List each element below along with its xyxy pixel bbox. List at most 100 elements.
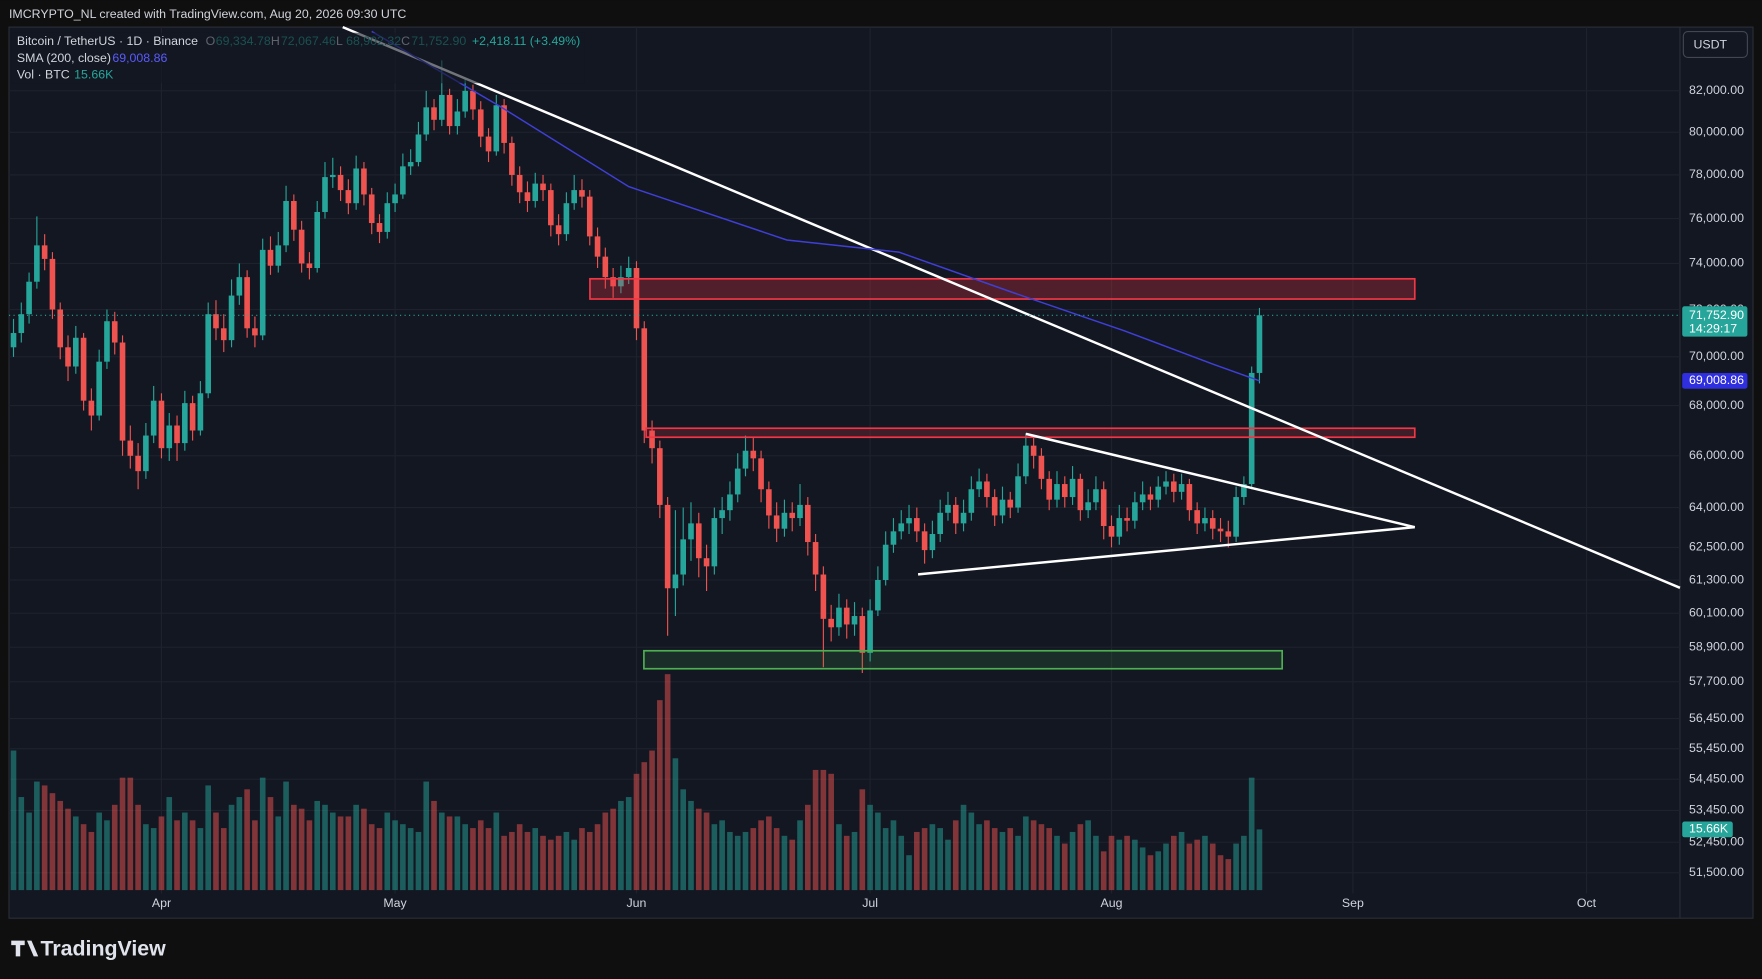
volume-bar: [633, 773, 640, 891]
candle-body: [968, 489, 975, 513]
volume-bar: [1038, 824, 1045, 891]
y-tick-label: 64,000.00: [1689, 500, 1744, 514]
volume-bar: [1248, 777, 1255, 891]
volume-bar: [384, 812, 391, 891]
volume-bar: [205, 785, 211, 891]
volume-bar: [415, 831, 422, 891]
last-price-label: 71,752.90: [1689, 308, 1744, 322]
volume-badge-label: 15.66K: [1689, 822, 1729, 836]
volume-bar: [493, 812, 500, 891]
volume-bar: [571, 839, 577, 891]
currency-button[interactable]: [1682, 31, 1748, 58]
candle-body: [1054, 484, 1060, 500]
change-label: +2,418.11 (+3.49%): [472, 34, 580, 48]
volume-bar: [189, 820, 196, 891]
candle-body: [26, 281, 32, 315]
candle-body: [672, 574, 679, 589]
volume-bar: [65, 808, 71, 891]
volume-bar: [26, 812, 32, 891]
candle-body: [384, 203, 391, 232]
volume-bar: [220, 828, 227, 891]
volume-bar: [1046, 828, 1053, 891]
sma-value: 69,008.86: [112, 51, 167, 65]
currency-label[interactable]: USDT: [1693, 37, 1727, 51]
volume-bar: [252, 820, 258, 891]
candle-body: [1015, 476, 1021, 508]
candle-body: [680, 539, 687, 575]
candle-body: [1108, 526, 1115, 537]
candle-body: [742, 450, 749, 469]
candle-body: [41, 245, 48, 259]
candle-body: [1124, 518, 1130, 521]
volume-bar: [127, 777, 134, 891]
volume-bar: [1225, 859, 1232, 891]
y-tick-label: 78,000.00: [1689, 167, 1744, 181]
volume-bar: [1178, 831, 1185, 891]
volume-badge: [1682, 821, 1733, 838]
candle-body: [548, 190, 554, 226]
candle-body: [836, 607, 842, 628]
x-tick-label: Apr: [152, 896, 171, 910]
candle-body: [602, 256, 609, 278]
volume-bar: [228, 804, 235, 891]
y-tick-label: 82,000.00: [1689, 83, 1744, 97]
candle-body: [431, 107, 437, 120]
candle-body: [423, 107, 430, 135]
volume-bar: [392, 820, 398, 891]
volume-bar: [657, 700, 663, 891]
candle-body: [882, 544, 889, 580]
volume-bar: [625, 797, 632, 891]
candle-body: [828, 618, 834, 628]
candle-body: [470, 90, 476, 110]
candle-body: [1038, 455, 1045, 479]
y-tick-label: 80,000.00: [1689, 125, 1744, 139]
candle-body: [392, 194, 398, 204]
volume-bar: [400, 824, 406, 891]
symbol-title: Bitcoin / TetherUS · 1D · Binance: [17, 34, 198, 48]
candle-body: [664, 504, 671, 589]
volume-bar: [267, 797, 274, 891]
candle-body: [345, 190, 352, 204]
volume-bar: [166, 797, 173, 891]
volume-bar: [804, 804, 811, 891]
candle-body: [166, 425, 173, 449]
volume-bar: [477, 820, 484, 891]
candle-body: [625, 267, 632, 278]
candle-body: [734, 468, 741, 495]
candle-body: [501, 105, 507, 143]
candle-body: [781, 512, 788, 529]
volume-bar: [742, 831, 749, 891]
candle-body: [283, 201, 289, 246]
volume-bar: [1147, 855, 1154, 891]
volume-bar: [851, 831, 858, 891]
volume-bar: [1233, 843, 1239, 891]
candle-body: [415, 134, 422, 163]
candle-body: [220, 328, 227, 341]
candle-body: [454, 111, 461, 127]
volume-bar: [1139, 847, 1146, 891]
volume-bar: [890, 820, 897, 891]
candle-body: [111, 321, 118, 343]
candle-body: [267, 249, 274, 266]
candle-body: [820, 574, 827, 619]
candle-body: [438, 94, 445, 120]
candle-body: [73, 337, 79, 367]
y-tick-label: 52,450.00: [1689, 834, 1744, 848]
candle-body: [843, 607, 850, 625]
volume-bar: [1124, 835, 1130, 891]
volume-bar: [509, 831, 515, 891]
y-tick-label: 68,000.00: [1689, 398, 1744, 412]
candle-body: [49, 258, 56, 310]
volume-bar: [991, 828, 998, 891]
volume-bar: [10, 750, 17, 891]
candle-body: [275, 245, 282, 266]
candle-body: [898, 523, 905, 532]
candle-body: [1194, 510, 1200, 524]
candle-body: [96, 361, 102, 416]
candle-body: [1256, 315, 1263, 373]
volume-bar: [104, 820, 110, 891]
volume-bar: [291, 804, 297, 891]
candle-body: [906, 518, 912, 524]
candle-body: [1163, 481, 1169, 487]
volume-bar: [641, 762, 648, 891]
